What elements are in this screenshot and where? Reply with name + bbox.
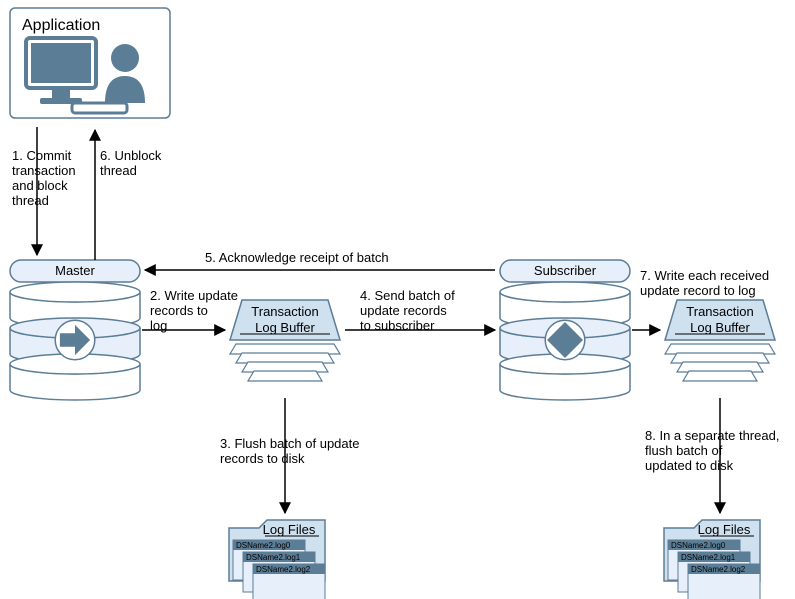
tx-buffer-master-label-2: Log Buffer (255, 320, 315, 335)
edge-e8-label-2: updated to disk (645, 458, 734, 473)
subscriber-node-label: Subscriber (534, 263, 597, 278)
edge-e7-label-1: update record to log (640, 283, 756, 298)
edge-e2-label-0: 2. Write update (150, 288, 238, 303)
edge-e4-label-0: 4. Send batch of (360, 288, 455, 303)
log-files-subscriber-file-0: DSName2.log0 (671, 541, 726, 550)
edge-e1-label-0: 1. Commit (12, 148, 72, 163)
edge-e8-label-1: flush batch of (645, 443, 723, 458)
log-files-master: Log Files DSName2.log0 DSName2.log1 DSName2… (229, 520, 325, 599)
tx-buffer-subscriber-label-2: Log Buffer (690, 320, 750, 335)
edge-e2-label-2: log (150, 318, 167, 333)
log-files-master-label: Log Files (263, 522, 316, 537)
edge-e2-label-1: records to (150, 303, 208, 318)
log-files-subscriber-label: Log Files (698, 522, 751, 537)
application-label: Application (22, 17, 100, 34)
edge-e1-label-1: transaction (12, 163, 76, 178)
log-files-subscriber: Log Files DSName2.log0 DSName2.log1 DSName2… (664, 520, 760, 599)
edge-e6-label-1: thread (100, 163, 137, 178)
edge-e3-label-0: 3. Flush batch of update (220, 436, 359, 451)
master-node-label: Master (55, 263, 95, 278)
log-files-master-file-0: DSName2.log0 (236, 541, 291, 550)
log-files-master-file-1: DSName2.log1 (246, 553, 301, 562)
edge-e4-label-1: update records (360, 303, 447, 318)
edge-e1-label-2: and block (12, 178, 68, 193)
master-node: Master (10, 260, 140, 400)
tx-buffer-master-label-1: Transaction (251, 304, 318, 319)
log-files-master-file-2: DSName2.log2 (256, 565, 311, 574)
tx-buffer-subscriber-label-1: Transaction (686, 304, 753, 319)
log-files-subscriber-file-2: DSName2.log2 (691, 565, 746, 574)
edge-e1-label-3: thread (12, 193, 49, 208)
tx-buffer-master: TransactionLog Buffer (230, 300, 340, 381)
edge-e7-label-0: 7. Write each received (640, 268, 769, 283)
edge-e4-label-2: to subscriber (360, 318, 435, 333)
edge-e8-label-0: 8. In a separate thread, (645, 428, 779, 443)
tx-buffer-subscriber: TransactionLog Buffer (665, 300, 775, 381)
subscriber-node: Subscriber (500, 260, 630, 400)
application-node: Application (10, 8, 170, 118)
log-files-subscriber-file-1: DSName2.log1 (681, 553, 736, 562)
edge-e5-label-0: 5. Acknowledge receipt of batch (205, 250, 389, 265)
edge-e6-label-0: 6. Unblock (100, 148, 162, 163)
edge-e3-label-1: records to disk (220, 451, 305, 466)
